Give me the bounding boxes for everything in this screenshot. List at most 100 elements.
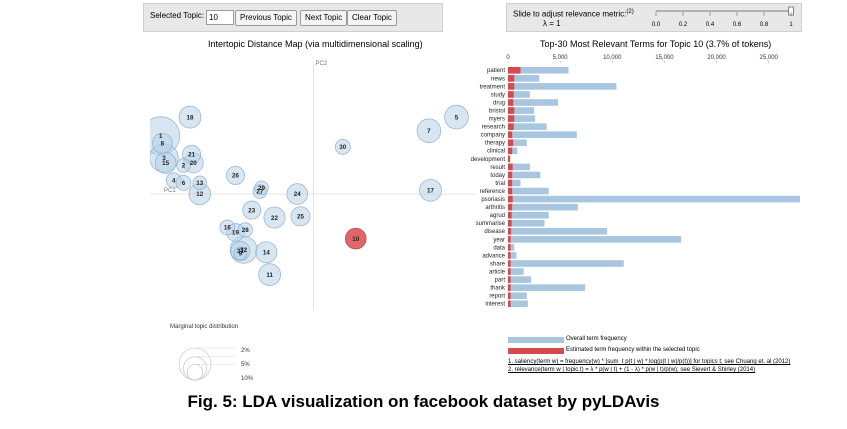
bar-selected[interactable] bbox=[508, 236, 511, 243]
term-label[interactable]: psoriasis bbox=[481, 197, 505, 203]
bar-selected[interactable] bbox=[508, 244, 511, 251]
bar-selected[interactable] bbox=[508, 219, 512, 227]
term-label[interactable]: advance bbox=[482, 253, 505, 259]
bar-overall[interactable] bbox=[508, 139, 527, 147]
bar-overall[interactable] bbox=[508, 268, 524, 275]
term-label[interactable]: today bbox=[490, 173, 505, 179]
topic-circle-9[interactable] bbox=[233, 246, 248, 261]
term-label[interactable]: bristol bbox=[489, 108, 505, 114]
term-label[interactable]: patient bbox=[487, 68, 505, 74]
bar-overall[interactable] bbox=[508, 171, 541, 179]
bar-selected[interactable] bbox=[508, 131, 513, 138]
term-label[interactable]: research bbox=[482, 125, 505, 131]
bar-selected[interactable] bbox=[508, 195, 513, 203]
bar-selected[interactable] bbox=[508, 276, 511, 283]
bar-overall[interactable] bbox=[508, 219, 545, 227]
bar-selected[interactable] bbox=[508, 292, 511, 299]
topic-circle-7[interactable] bbox=[416, 118, 442, 144]
bar-overall[interactable] bbox=[508, 187, 549, 195]
term-label[interactable]: therapy bbox=[485, 141, 505, 147]
bar-overall[interactable] bbox=[508, 91, 530, 98]
topic-circle-30[interactable] bbox=[334, 139, 351, 155]
topic-circle-13[interactable] bbox=[192, 175, 207, 191]
bar-overall[interactable] bbox=[508, 123, 547, 130]
bar-overall[interactable] bbox=[508, 67, 569, 74]
topic-circle-23[interactable] bbox=[242, 200, 262, 220]
term-label[interactable]: arthritis bbox=[485, 205, 505, 211]
term-label[interactable]: myers bbox=[489, 117, 505, 123]
term-label[interactable]: study bbox=[491, 92, 505, 98]
relevance-slider[interactable]: 0.0 0.2 0.4 0.6 0.8 1 bbox=[647, 6, 797, 30]
topic-circle-29[interactable] bbox=[254, 180, 269, 196]
term-label[interactable]: trial bbox=[495, 181, 505, 187]
bar-selected[interactable] bbox=[508, 107, 515, 114]
bar-selected[interactable] bbox=[508, 147, 513, 155]
term-label[interactable]: article bbox=[489, 269, 506, 275]
topic-circle-17[interactable] bbox=[419, 178, 442, 202]
bar-overall[interactable] bbox=[508, 99, 559, 106]
topic-circle-6[interactable] bbox=[175, 174, 192, 191]
bar-overall[interactable] bbox=[508, 83, 617, 90]
term-label[interactable]: interest bbox=[485, 302, 505, 308]
topic-circle-5[interactable] bbox=[444, 104, 469, 130]
bar-overall[interactable] bbox=[508, 179, 521, 187]
bar-overall[interactable] bbox=[508, 115, 536, 122]
term-label[interactable]: clinical bbox=[487, 149, 505, 155]
bar-selected[interactable] bbox=[508, 163, 513, 171]
bar-selected[interactable] bbox=[508, 284, 511, 291]
topic-circle-14[interactable] bbox=[255, 241, 278, 264]
next-topic-button[interactable]: Next Topic bbox=[300, 10, 348, 26]
topic-circle-11[interactable] bbox=[258, 263, 281, 286]
topic-circle-10[interactable] bbox=[345, 227, 367, 250]
bar-selected[interactable] bbox=[508, 203, 513, 211]
term-label[interactable]: report bbox=[489, 294, 505, 300]
term-label[interactable]: summarise bbox=[476, 221, 506, 227]
bar-selected[interactable] bbox=[508, 91, 514, 98]
topic-circle-28[interactable] bbox=[237, 222, 253, 238]
term-label[interactable]: disease bbox=[484, 229, 505, 235]
topic-circle-25[interactable] bbox=[290, 206, 311, 227]
bar-overall[interactable] bbox=[508, 131, 577, 138]
bar-overall[interactable] bbox=[508, 147, 518, 155]
topic-circle-16[interactable] bbox=[219, 219, 236, 236]
bar-selected[interactable] bbox=[508, 171, 513, 179]
topic-circle-8[interactable] bbox=[152, 132, 173, 154]
bar-selected[interactable] bbox=[508, 211, 512, 219]
bar-overall[interactable] bbox=[508, 284, 586, 291]
topic-circle-26[interactable] bbox=[226, 165, 245, 185]
bar-overall[interactable] bbox=[508, 75, 540, 82]
bar-selected[interactable] bbox=[508, 179, 513, 187]
bar-overall[interactable] bbox=[508, 276, 531, 283]
term-label[interactable]: news bbox=[491, 76, 505, 82]
term-label[interactable]: company bbox=[481, 133, 505, 139]
bar-overall[interactable] bbox=[508, 236, 682, 243]
footnote-relevance[interactable]: 2. relevance(term w | topic t) = λ * p(w… bbox=[508, 367, 756, 373]
bar-overall[interactable] bbox=[508, 211, 549, 219]
bar-overall[interactable] bbox=[508, 300, 528, 308]
bar-overall[interactable] bbox=[508, 203, 578, 211]
term-label[interactable]: reference bbox=[480, 189, 506, 195]
bar-selected[interactable] bbox=[508, 115, 515, 122]
term-label[interactable]: drug bbox=[493, 100, 505, 106]
bar-overall[interactable] bbox=[508, 260, 624, 267]
bar-selected[interactable] bbox=[508, 123, 514, 130]
bar-overall[interactable] bbox=[508, 292, 527, 299]
bar-selected[interactable] bbox=[508, 99, 514, 106]
term-label[interactable]: data bbox=[493, 245, 505, 251]
bar-selected[interactable] bbox=[508, 155, 511, 163]
bar-selected[interactable] bbox=[508, 260, 511, 267]
bar-selected[interactable] bbox=[508, 83, 515, 90]
previous-topic-button[interactable]: Previous Topic bbox=[235, 10, 297, 26]
topic-circle-21[interactable] bbox=[182, 144, 202, 164]
bar-selected[interactable] bbox=[508, 67, 521, 74]
topic-circle-22[interactable] bbox=[263, 206, 286, 229]
term-label[interactable]: development bbox=[471, 157, 506, 163]
topic-circle-24[interactable] bbox=[286, 183, 308, 205]
clear-topic-button[interactable]: Clear Topic bbox=[347, 10, 397, 26]
selected-topic-input[interactable]: 10 bbox=[206, 10, 234, 25]
bar-overall[interactable] bbox=[508, 107, 535, 114]
topic-circle-18[interactable] bbox=[178, 105, 202, 129]
term-label[interactable]: thank bbox=[490, 286, 506, 292]
term-label[interactable]: part bbox=[495, 278, 506, 284]
footnote-saliency[interactable]: 1. saliency(term w) = frequency(w) * [su… bbox=[508, 359, 791, 365]
